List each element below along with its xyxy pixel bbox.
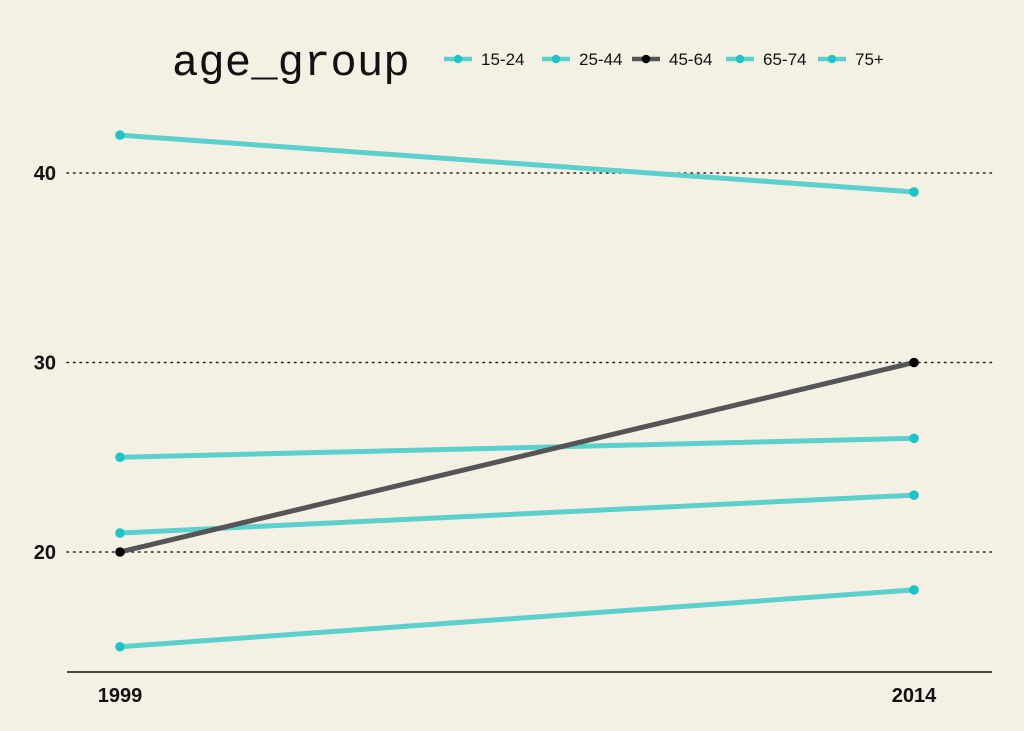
data-point-25-44-1999: [115, 528, 125, 538]
legend-label-75+: 75+: [855, 50, 884, 69]
legend-item-75+: 75+: [818, 50, 884, 69]
legend-swatch-point-25-44: [551, 54, 561, 64]
x-tick-label-1999: 1999: [98, 685, 143, 707]
series-75+: [115, 130, 919, 197]
data-point-25-44-2014: [909, 490, 919, 500]
series-line-15-24: [117, 587, 917, 650]
legend: age_group 15-24 25-44 45-64 65-74 75+: [172, 39, 884, 89]
data-point-15-24-1999: [115, 641, 125, 652]
series-line-25-44: [117, 492, 917, 536]
x-tick-label-2014: 2014: [892, 685, 937, 707]
series-45-64: [115, 357, 919, 557]
y-tick-label-20: 20: [34, 542, 56, 564]
legend-swatch-point-65-74: [735, 54, 745, 64]
data-point-45-64-1999: [115, 547, 125, 557]
legend-item-15-24: 15-24: [444, 50, 524, 69]
legend-title: age_group: [172, 39, 410, 89]
data-point-65-74-1999: [115, 452, 125, 463]
legend-item-25-44: 25-44: [542, 50, 622, 69]
legend-label-45-64: 45-64: [669, 50, 712, 69]
legend-label-65-74: 65-74: [763, 50, 806, 69]
data-point-45-64-2014: [909, 357, 919, 368]
legend-swatch-point-75+: [827, 54, 837, 64]
data-point-75+-2014: [909, 187, 919, 197]
legend-label-25-44: 25-44: [579, 50, 622, 69]
data-point-15-24-2014: [909, 585, 919, 595]
series-25-44: [115, 490, 919, 538]
series-65-74: [115, 433, 919, 463]
gridlines: [66, 172, 993, 553]
data-point-75+-1999: [115, 130, 125, 140]
series-15-24: [115, 585, 919, 652]
legend-item-45-64: 45-64: [632, 50, 712, 69]
series-line-65-74: [117, 435, 917, 460]
y-tick-label-30: 30: [34, 353, 56, 375]
legend-swatch-point-45-64: [641, 54, 651, 64]
legend-swatch-point-15-24: [453, 54, 463, 64]
legend-item-65-74: 65-74: [726, 50, 806, 69]
series-layer: [115, 130, 919, 652]
y-axis: 20 30 40: [34, 163, 56, 564]
series-line-45-64: [117, 360, 917, 555]
legend-label-15-24: 15-24: [481, 50, 524, 69]
data-point-65-74-2014: [909, 433, 919, 444]
series-line-75+: [117, 132, 917, 195]
y-tick-label-40: 40: [34, 163, 56, 185]
x-axis: 1999 2014: [67, 671, 992, 707]
